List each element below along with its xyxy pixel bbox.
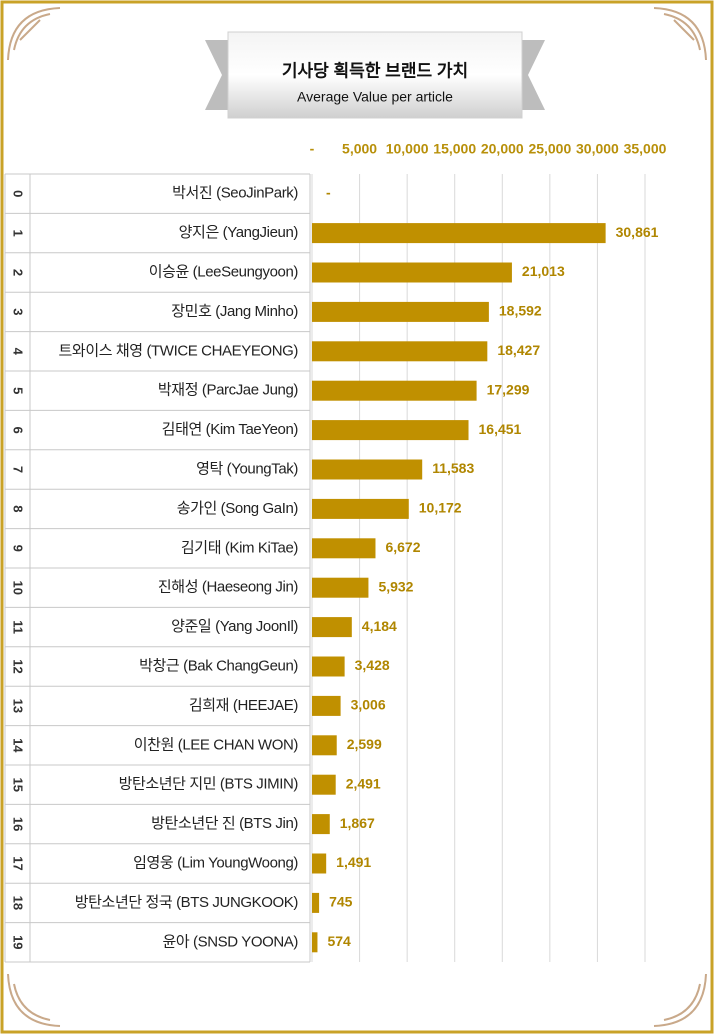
y-tick-label: 김태연 (Kim TaeYeon): [162, 421, 299, 438]
bar: [312, 656, 345, 677]
y-tick-label: 이찬원 (LEE CHAN WON): [134, 736, 299, 753]
value-label: 18,592: [499, 303, 542, 319]
brand-logo: topstarnews: [311, 980, 454, 1010]
row-number: 9: [11, 545, 26, 552]
row-number: 1: [11, 229, 26, 236]
x-tick-label: 5,000: [342, 141, 377, 157]
row-number: 8: [11, 505, 26, 512]
row-number: 10: [11, 580, 26, 594]
x-tick-label: 35,000: [624, 141, 667, 157]
row-number: 18: [11, 896, 26, 910]
value-label: 1,491: [336, 854, 371, 870]
value-label: 30,861: [616, 224, 659, 240]
bar: [312, 853, 327, 874]
row-number: 3: [11, 308, 26, 315]
row-number: 14: [11, 738, 26, 753]
row-number: 11: [11, 620, 26, 634]
chart-title: 기사당 획득한 브랜드 가치: [282, 61, 468, 80]
row-number: 2: [11, 269, 26, 276]
x-tick-label: 10,000: [386, 141, 429, 157]
bar: [312, 814, 330, 835]
x-tick-label: -: [310, 141, 315, 157]
value-label: 17,299: [487, 381, 530, 397]
row-number: 0: [11, 190, 26, 197]
row-number: 6: [11, 426, 26, 433]
value-label: 21,013: [522, 263, 565, 279]
value-label: 574: [327, 933, 351, 949]
y-tick-label: 영탁 (YoungTak): [196, 460, 298, 477]
y-tick-label: 김기태 (Kim KiTae): [181, 539, 298, 556]
value-label: 3,428: [355, 657, 390, 673]
value-label: 6,672: [385, 539, 420, 555]
bar: [312, 735, 337, 756]
x-tick-label: 25,000: [528, 141, 571, 157]
logo: topstarnews: [282, 976, 482, 1016]
value-label: 4,184: [362, 618, 397, 634]
row-number: 12: [11, 659, 26, 673]
bar: [312, 617, 352, 638]
value-label: 16,451: [479, 421, 522, 437]
value-label: 11,583: [432, 460, 474, 476]
value-label: 10,172: [419, 500, 462, 516]
y-tick-label: 양지은 (YangJieun): [179, 224, 299, 241]
y-tick-label: 방탄소년단 진 (BTS Jin): [151, 815, 298, 832]
chart-subtitle: Average Value per article: [297, 89, 453, 105]
bar: [312, 341, 488, 362]
y-tick-label: 양준일 (Yang JoonIl): [171, 618, 298, 635]
ornaments: [7, 7, 707, 1027]
row-number: 19: [11, 935, 26, 949]
value-label: 1,867: [340, 815, 375, 831]
value-label: 745: [329, 894, 353, 910]
bar: [312, 459, 423, 480]
y-tick-label: 방탄소년단 지민 (BTS JIMIN): [119, 776, 299, 793]
bar: [312, 420, 469, 441]
row-number: 16: [11, 817, 26, 831]
bar: [312, 774, 336, 795]
row-number: 4: [11, 348, 26, 356]
x-tick-label: 30,000: [576, 141, 619, 157]
y-tick-label: 임영웅 (Lim YoungWoong): [133, 854, 298, 871]
value-label: 18,427: [497, 342, 540, 358]
y-tick-label: 방탄소년단 정국 (BTS JUNGKOOK): [75, 894, 299, 911]
row-number: 13: [11, 699, 26, 713]
y-tick-label: 박창근 (Bak ChangGeun): [139, 657, 298, 674]
y-tick-label: 박서진 (SeoJinPark): [172, 185, 298, 202]
bar: [312, 380, 477, 401]
y-tick-label: 윤아 (SNSD YOONA): [162, 933, 298, 950]
x-tick-label: 15,000: [433, 141, 476, 157]
y-tick-label: 장민호 (Jang Minho): [171, 303, 298, 320]
y-tick-label: 박재정 (ParcJae Jung): [158, 382, 298, 399]
value-label: 2,599: [347, 736, 382, 752]
bar: [312, 577, 369, 598]
banner: [205, 31, 545, 119]
y-tick-label: 송가인 (Song GaIn): [177, 500, 299, 517]
bar: [312, 498, 409, 519]
bar: [312, 892, 320, 913]
row-number: 5: [11, 387, 26, 394]
y-tick-label: 트와이스 채영 (TWICE CHAEYEONG): [59, 342, 299, 359]
y-tick-label: 진해성 (Haeseong Jin): [158, 579, 298, 596]
bar: [312, 932, 318, 953]
value-label: 3,006: [351, 697, 386, 713]
bar: [312, 262, 512, 283]
bar: [312, 538, 376, 559]
value-label: 2,491: [346, 775, 381, 791]
row-number: 7: [11, 466, 26, 473]
bar: [312, 695, 341, 716]
value-label: 5,932: [378, 578, 413, 594]
y-tick-label: 이승윤 (LeeSeungyoon): [149, 263, 299, 280]
bar: [312, 301, 489, 322]
x-tick-label: 20,000: [481, 141, 524, 157]
row-number: 17: [11, 856, 26, 870]
row-number: 15: [11, 777, 26, 791]
y-tick-label: 김희재 (HEEJAE): [189, 697, 299, 714]
value-label: -: [326, 184, 331, 200]
bar: [312, 223, 606, 244]
